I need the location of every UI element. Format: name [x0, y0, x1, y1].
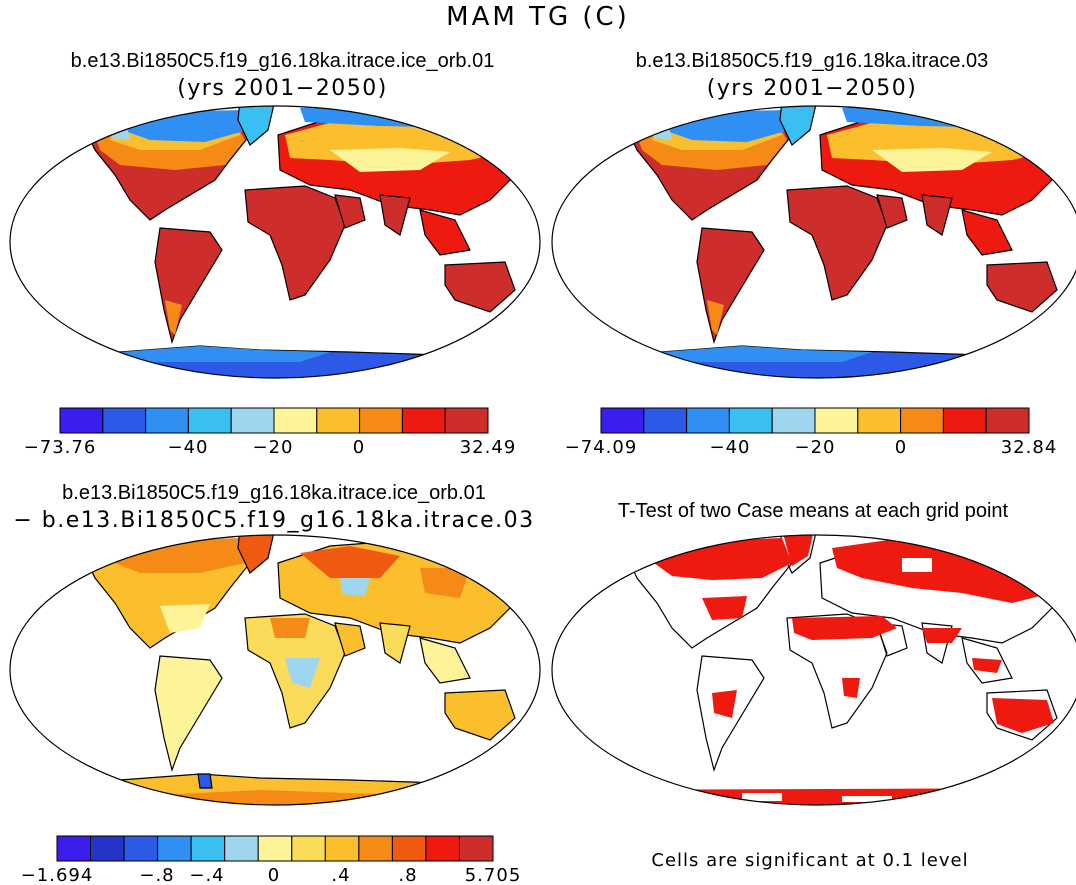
colorbar2-swatch — [771, 407, 816, 434]
panel3-border — [9, 534, 541, 806]
colorbar3-tick-label: 0 — [268, 865, 280, 885]
colorbar3-swatch — [257, 835, 293, 862]
colorbar2-swatch — [728, 407, 773, 434]
colorbar1-tick-label: −73.76 — [24, 437, 97, 458]
colorbar1-swatch — [444, 407, 489, 434]
panel4-border — [551, 534, 1076, 806]
colorbar3-tick-label: .4 — [331, 865, 350, 885]
colorbar3-swatch — [56, 835, 92, 862]
colorbar3-tick-label: −1.694 — [21, 865, 94, 885]
colorbar1-swatch — [59, 407, 104, 434]
colorbar3-swatch — [391, 835, 427, 862]
colorbar2-tick-label: −20 — [795, 437, 836, 458]
colorbar2-swatch — [857, 407, 902, 434]
colorbar3-swatch — [324, 835, 360, 862]
colorbar1-tick-label: 32.49 — [460, 437, 517, 458]
colorbar3-tick-label: −.4 — [189, 865, 224, 885]
colorbar3-swatch — [190, 835, 226, 862]
colorbar3-tick-label: .8 — [398, 865, 417, 885]
colorbar2-tick-label: −74.09 — [565, 437, 638, 458]
colorbar3-tick-label: −.8 — [139, 865, 174, 885]
panel4-map — [552, 535, 1076, 805]
panel1-border — [9, 105, 541, 379]
colorbar2-tick-label: −40 — [710, 437, 751, 458]
panel2-subtitle: (yrs 2001−2050) — [706, 76, 918, 101]
colorbars: −73.76 −40 −20 0 32.49 −74.09 −40 −20 0 32.84 −1.6… — [21, 407, 1058, 885]
colorbar1-swatch — [187, 407, 232, 434]
colorbar1-swatch — [145, 407, 189, 434]
main-title: MAM TG (C) — [446, 2, 630, 32]
colorbar2-swatch — [814, 407, 859, 434]
colorbar2-swatch — [900, 407, 944, 434]
colorbar2-tick-label: 0 — [895, 437, 907, 458]
colorbar1-swatch — [230, 407, 275, 434]
colorbar2-swatch — [942, 407, 987, 434]
colorbar3-swatch — [458, 835, 494, 862]
colorbar3-swatch — [90, 835, 125, 862]
colorbar1-swatch — [273, 407, 318, 434]
colorbar3-swatch — [224, 835, 259, 862]
significance-note: Cells are significant at 0.1 level — [651, 850, 969, 871]
colorbar1-tick-label: −40 — [168, 437, 209, 458]
panel4-title: T-Test of two Case means at each grid po… — [617, 500, 1009, 522]
panel2-border — [551, 105, 1076, 379]
colorbar1-swatch — [316, 407, 361, 434]
colorbar1-swatch — [102, 407, 147, 434]
panel1-title: b.e13.Bi1850C5.f19_g16.18ka.itrace.ice_o… — [70, 50, 495, 72]
panel2-map — [552, 106, 1076, 378]
colorbar1-swatch — [401, 407, 446, 434]
panel3-subtitle: − b.e13.Bi1850C5.f19_g16.18ka.itrace.03 — [13, 508, 535, 533]
panel1-subtitle: (yrs 2001−2050) — [177, 76, 388, 101]
colorbar3-tick-label: 5.705 — [465, 865, 522, 885]
colorbar2-swatch — [686, 407, 730, 434]
colorbar1-swatch — [359, 407, 403, 434]
colorbar2-swatch — [985, 407, 1030, 434]
colorbar1-tick-label: −20 — [253, 437, 294, 458]
colorbar3-swatch — [123, 835, 159, 862]
colorbar2-swatch — [643, 407, 688, 434]
panel3-title: b.e13.Bi1850C5.f19_g16.18ka.itrace.ice_o… — [62, 482, 486, 504]
colorbar3-swatch — [157, 835, 192, 862]
colorbar1-tick-label: 0 — [353, 437, 365, 458]
colorbar2-swatch — [600, 407, 645, 434]
panel2-title: b.e13.Bi1850C5.f19_g16.18ka.itrace.03 — [635, 50, 989, 72]
colorbar3-swatch — [425, 835, 460, 862]
colorbar3-swatch — [291, 835, 326, 862]
colorbar3-swatch — [358, 835, 393, 862]
colorbar2-tick-label: 32.84 — [1001, 437, 1058, 458]
